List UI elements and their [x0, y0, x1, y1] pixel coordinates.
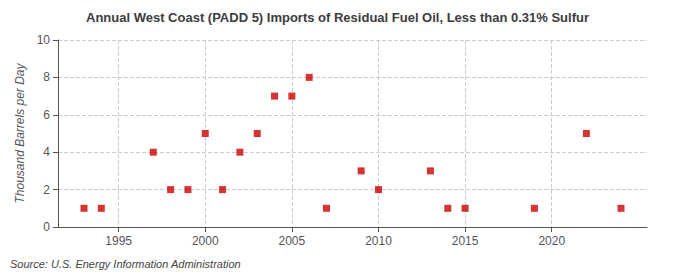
svg-text:6: 6 — [43, 108, 50, 122]
svg-text:2000: 2000 — [192, 234, 219, 248]
svg-text:Annual West Coast (PADD 5) Imp: Annual West Coast (PADD 5) Imports of Re… — [86, 10, 589, 25]
svg-text:8: 8 — [43, 70, 50, 84]
svg-text:4: 4 — [43, 145, 50, 159]
svg-text:Source: U.S. Energy Informatio: Source: U.S. Energy Information Administ… — [10, 258, 241, 270]
svg-text:0: 0 — [43, 220, 50, 234]
svg-text:2015: 2015 — [452, 234, 479, 248]
svg-text:2020: 2020 — [538, 234, 565, 248]
svg-text:2010: 2010 — [365, 234, 392, 248]
svg-text:10: 10 — [37, 33, 51, 47]
svg-text:2005: 2005 — [279, 234, 306, 248]
svg-text:Thousand Barrels per Day: Thousand Barrels per Day — [13, 62, 27, 203]
svg-text:1995: 1995 — [105, 234, 132, 248]
svg-text:2: 2 — [43, 183, 50, 197]
